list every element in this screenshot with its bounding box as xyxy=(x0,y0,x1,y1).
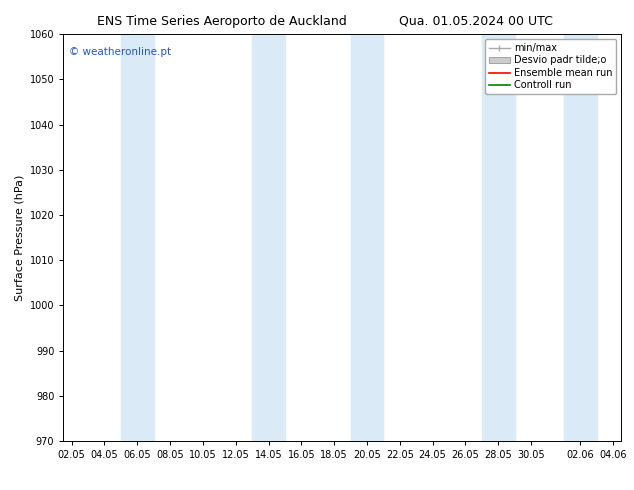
Y-axis label: Surface Pressure (hPa): Surface Pressure (hPa) xyxy=(14,174,24,301)
Text: Qua. 01.05.2024 00 UTC: Qua. 01.05.2024 00 UTC xyxy=(399,15,552,28)
Legend: min/max, Desvio padr tilde;o, Ensemble mean run, Controll run: min/max, Desvio padr tilde;o, Ensemble m… xyxy=(485,39,616,94)
Bar xyxy=(564,34,597,441)
Text: ENS Time Series Aeroporto de Auckland: ENS Time Series Aeroporto de Auckland xyxy=(97,15,347,28)
Bar xyxy=(482,34,515,441)
Bar xyxy=(121,34,153,441)
Text: © weatheronline.pt: © weatheronline.pt xyxy=(69,47,171,56)
Bar xyxy=(351,34,384,441)
Bar xyxy=(252,34,285,441)
